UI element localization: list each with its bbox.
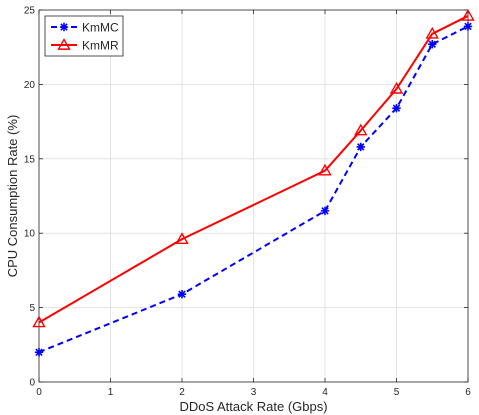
x-tick-label: 4 bbox=[322, 387, 328, 398]
legend-label: KmMC bbox=[82, 21, 119, 35]
y-axis-label: CPU Consumption Rate (%) bbox=[5, 115, 20, 278]
data-point-asterisk bbox=[320, 206, 330, 216]
series-layer bbox=[32, 9, 475, 357]
data-point-asterisk bbox=[428, 40, 437, 49]
data-point-asterisk bbox=[34, 348, 44, 357]
data-point-asterisk bbox=[177, 290, 187, 299]
data-point-triangle bbox=[354, 123, 368, 136]
y-tick-label: 0 bbox=[29, 378, 35, 389]
series-kmmc bbox=[34, 22, 473, 357]
x-tick-label: 5 bbox=[394, 387, 400, 398]
data-point-asterisk bbox=[463, 22, 473, 31]
y-tick-label: 20 bbox=[24, 80, 36, 91]
y-tick-label: 25 bbox=[24, 6, 36, 17]
data-point-asterisk bbox=[59, 22, 69, 32]
legend: KmMC KmMR bbox=[44, 15, 124, 57]
x-tick-label: 6 bbox=[465, 387, 471, 398]
x-tick-label: 3 bbox=[251, 387, 257, 398]
data-point-triangle bbox=[175, 232, 189, 244]
data-point-triangle bbox=[57, 38, 71, 50]
x-tick-label: 0 bbox=[36, 387, 42, 398]
series-kmmr bbox=[32, 9, 475, 328]
series-line bbox=[38, 15, 469, 324]
data-point-triangle bbox=[318, 163, 332, 176]
data-point-triangle bbox=[425, 26, 439, 39]
legend-label: KmMR bbox=[82, 39, 119, 53]
x-tick-label: 1 bbox=[108, 387, 114, 398]
x-tick-label: 2 bbox=[179, 387, 185, 398]
x-axis-label: DDoS Attack Rate (Gbps) bbox=[179, 399, 327, 414]
y-tick-label: 5 bbox=[29, 303, 35, 314]
data-point-asterisk bbox=[356, 142, 365, 152]
data-point-triangle bbox=[32, 315, 46, 328]
data-point-triangle bbox=[461, 9, 475, 21]
axes: 0 1 2 3 4 5 6 0 5 10 15 20 25 bbox=[24, 6, 471, 399]
data-point-triangle bbox=[389, 81, 404, 94]
y-tick-label: 10 bbox=[24, 229, 36, 240]
y-tick-label: 15 bbox=[24, 154, 36, 165]
data-point-asterisk bbox=[392, 104, 401, 113]
